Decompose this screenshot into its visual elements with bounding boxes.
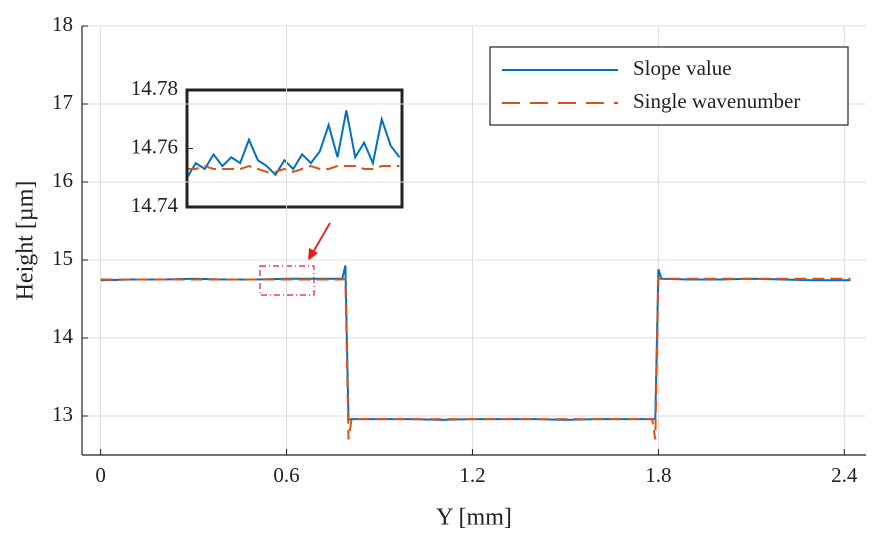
x-tick-label: 2.4 — [831, 463, 858, 487]
y-tick-label: 16 — [52, 168, 73, 192]
x-tick-label: 1.2 — [459, 463, 485, 487]
y-axis-label: Height [µm] — [13, 181, 39, 301]
zoom-arrow — [311, 222, 331, 255]
x-tick-label: 1.8 — [645, 463, 671, 487]
y-tick-label: 14 — [52, 324, 74, 348]
y-tick-label: 18 — [52, 12, 73, 36]
series-line — [187, 110, 401, 179]
x-axis-label: Y [mm] — [436, 505, 512, 531]
series-line — [100, 277, 851, 440]
y-tick-label: 14.78 — [131, 76, 178, 100]
legend-label: Single wavenumber — [633, 89, 800, 113]
x-tick-label: 0.6 — [273, 463, 299, 487]
x-tick-label: 0 — [95, 463, 106, 487]
legend-label: Slope value — [633, 56, 732, 80]
inset-frame — [185, 88, 404, 209]
inset-background — [187, 90, 402, 207]
inset: 14.74 14.76 14.78 — [131, 76, 404, 217]
plot-lines — [100, 265, 851, 440]
y-tick-label: 17 — [52, 90, 73, 114]
y-tick-label: 14.74 — [131, 193, 179, 217]
series-line — [100, 265, 851, 422]
zoom-arrow-head — [308, 248, 318, 261]
y-tick-label: 13 — [52, 402, 73, 426]
plot-lines — [187, 110, 401, 179]
series-line — [187, 164, 400, 173]
y-tick-label: 14.76 — [131, 134, 178, 158]
y-tick-label: 15 — [52, 246, 73, 270]
legend-box — [489, 46, 849, 126]
